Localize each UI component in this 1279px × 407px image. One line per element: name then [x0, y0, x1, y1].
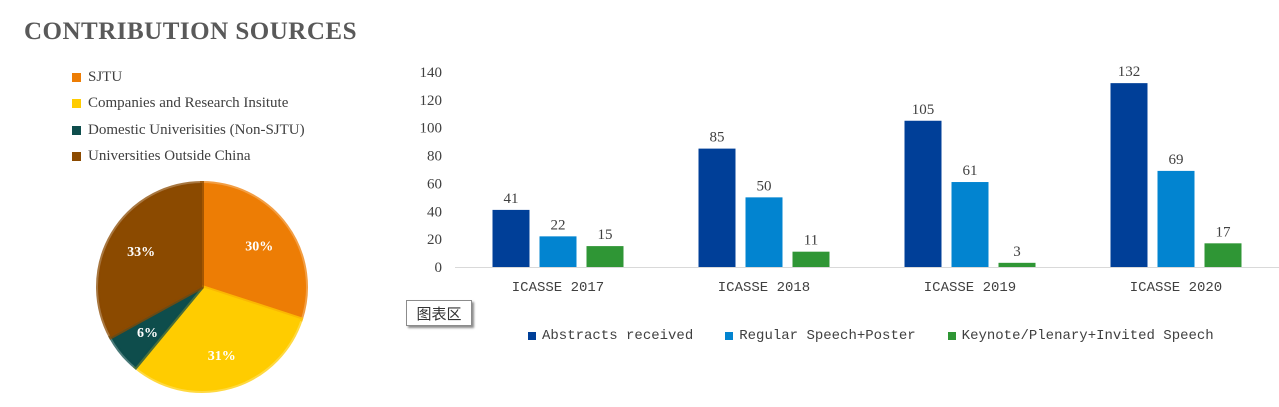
bar-legend-item: Abstracts received — [528, 328, 693, 344]
y-tick-label: 0 — [435, 260, 443, 276]
bar-legend-swatch — [947, 332, 956, 340]
x-tick-label: ICASSE 2019 — [924, 280, 1016, 296]
bar-data-label: 15 — [598, 227, 613, 243]
bar — [998, 262, 1036, 267]
pie-legend-swatch — [72, 72, 81, 82]
chart-area-tooltip: 图表区 — [406, 300, 472, 326]
bar — [1157, 170, 1195, 267]
bar — [586, 246, 624, 267]
bar-legend-item: Keynote/Plenary+Invited Speech — [947, 328, 1214, 344]
pie-legend-label: SJTU — [88, 68, 123, 85]
y-tick-label: 80 — [427, 149, 442, 165]
x-tick-label: ICASSE 2017 — [512, 280, 604, 296]
pie-legend-swatch — [72, 99, 81, 109]
pie-slice-label: 6% — [137, 326, 158, 341]
pie-legend-label: Universities Outside China — [88, 148, 251, 165]
pie-slice — [96, 180, 204, 340]
bar-legend-label: Regular Speech+Poster — [739, 328, 916, 344]
pie-legend-swatch — [72, 125, 81, 135]
bar-data-label: 61 — [963, 163, 978, 179]
bar — [492, 209, 530, 267]
pie-chart: 30% 31% 6% 33% — [96, 180, 308, 393]
bar — [1204, 243, 1242, 267]
bar-data-label: 41 — [504, 191, 519, 207]
bar — [539, 236, 577, 267]
y-tick-label: 60 — [427, 176, 442, 192]
bar — [792, 251, 830, 267]
pie-legend-item: Domestic Univerisities (Non-SJTU) — [72, 117, 305, 144]
bar — [698, 148, 736, 267]
bar-data-label: 132 — [1118, 64, 1141, 80]
bar — [951, 182, 989, 267]
bar-data-label: 50 — [757, 178, 772, 194]
pie-legend-item: Universities Outside China — [72, 144, 305, 171]
pie-slice — [200, 180, 308, 322]
pie-slice — [132, 284, 304, 393]
bar-legend-swatch — [725, 332, 734, 340]
bar — [1110, 83, 1148, 267]
pie-legend-label: Companies and Research Insitute — [88, 95, 289, 112]
bar-data-label: 3 — [1013, 244, 1021, 260]
bar-data-label: 22 — [551, 217, 566, 233]
page-title: CONTRIBUTION SOURCES — [24, 18, 357, 45]
bar — [745, 197, 783, 267]
bar-data-label: 105 — [912, 102, 935, 118]
bar-data-label: 17 — [1216, 224, 1232, 240]
y-tick-label: 140 — [420, 65, 443, 81]
pie-slice-label: 33% — [127, 245, 155, 260]
pie-legend: SJTU Companies and Research Insitute Domes… — [72, 64, 305, 170]
bar-chart: 0 20 40 60 80 100 120 140 41 22 15 ICASSE 2017 85 50 1… — [420, 64, 1279, 296]
bar-legend-label: Abstracts received — [542, 328, 694, 344]
bar-legend: Abstracts received Regular Speech+Poster K… — [528, 328, 1246, 344]
y-tick-label: 20 — [427, 232, 442, 248]
bar — [904, 120, 942, 267]
pie-legend-item: Companies and Research Insitute — [72, 91, 305, 118]
bar-data-label: 11 — [804, 233, 818, 249]
bar-data-label: 69 — [1169, 152, 1184, 168]
y-tick-label: 100 — [420, 121, 443, 137]
pie-legend-label: Domestic Univerisities (Non-SJTU) — [88, 121, 305, 138]
pie-slice-label: 31% — [208, 349, 236, 364]
bar-legend-item: Regular Speech+Poster — [725, 328, 916, 344]
pie-slice-label: 30% — [245, 239, 273, 254]
y-tick-label: 40 — [427, 204, 442, 220]
bar-legend-label: Keynote/Plenary+Invited Speech — [961, 328, 1214, 344]
x-tick-label: ICASSE 2018 — [718, 280, 810, 296]
pie-legend-item: SJTU — [72, 64, 305, 91]
pie-legend-swatch — [72, 152, 81, 162]
y-tick-label: 120 — [420, 93, 443, 109]
bar-data-label: 85 — [710, 130, 725, 146]
bar-legend-swatch — [528, 332, 536, 340]
x-tick-label: ICASSE 2020 — [1130, 280, 1222, 296]
